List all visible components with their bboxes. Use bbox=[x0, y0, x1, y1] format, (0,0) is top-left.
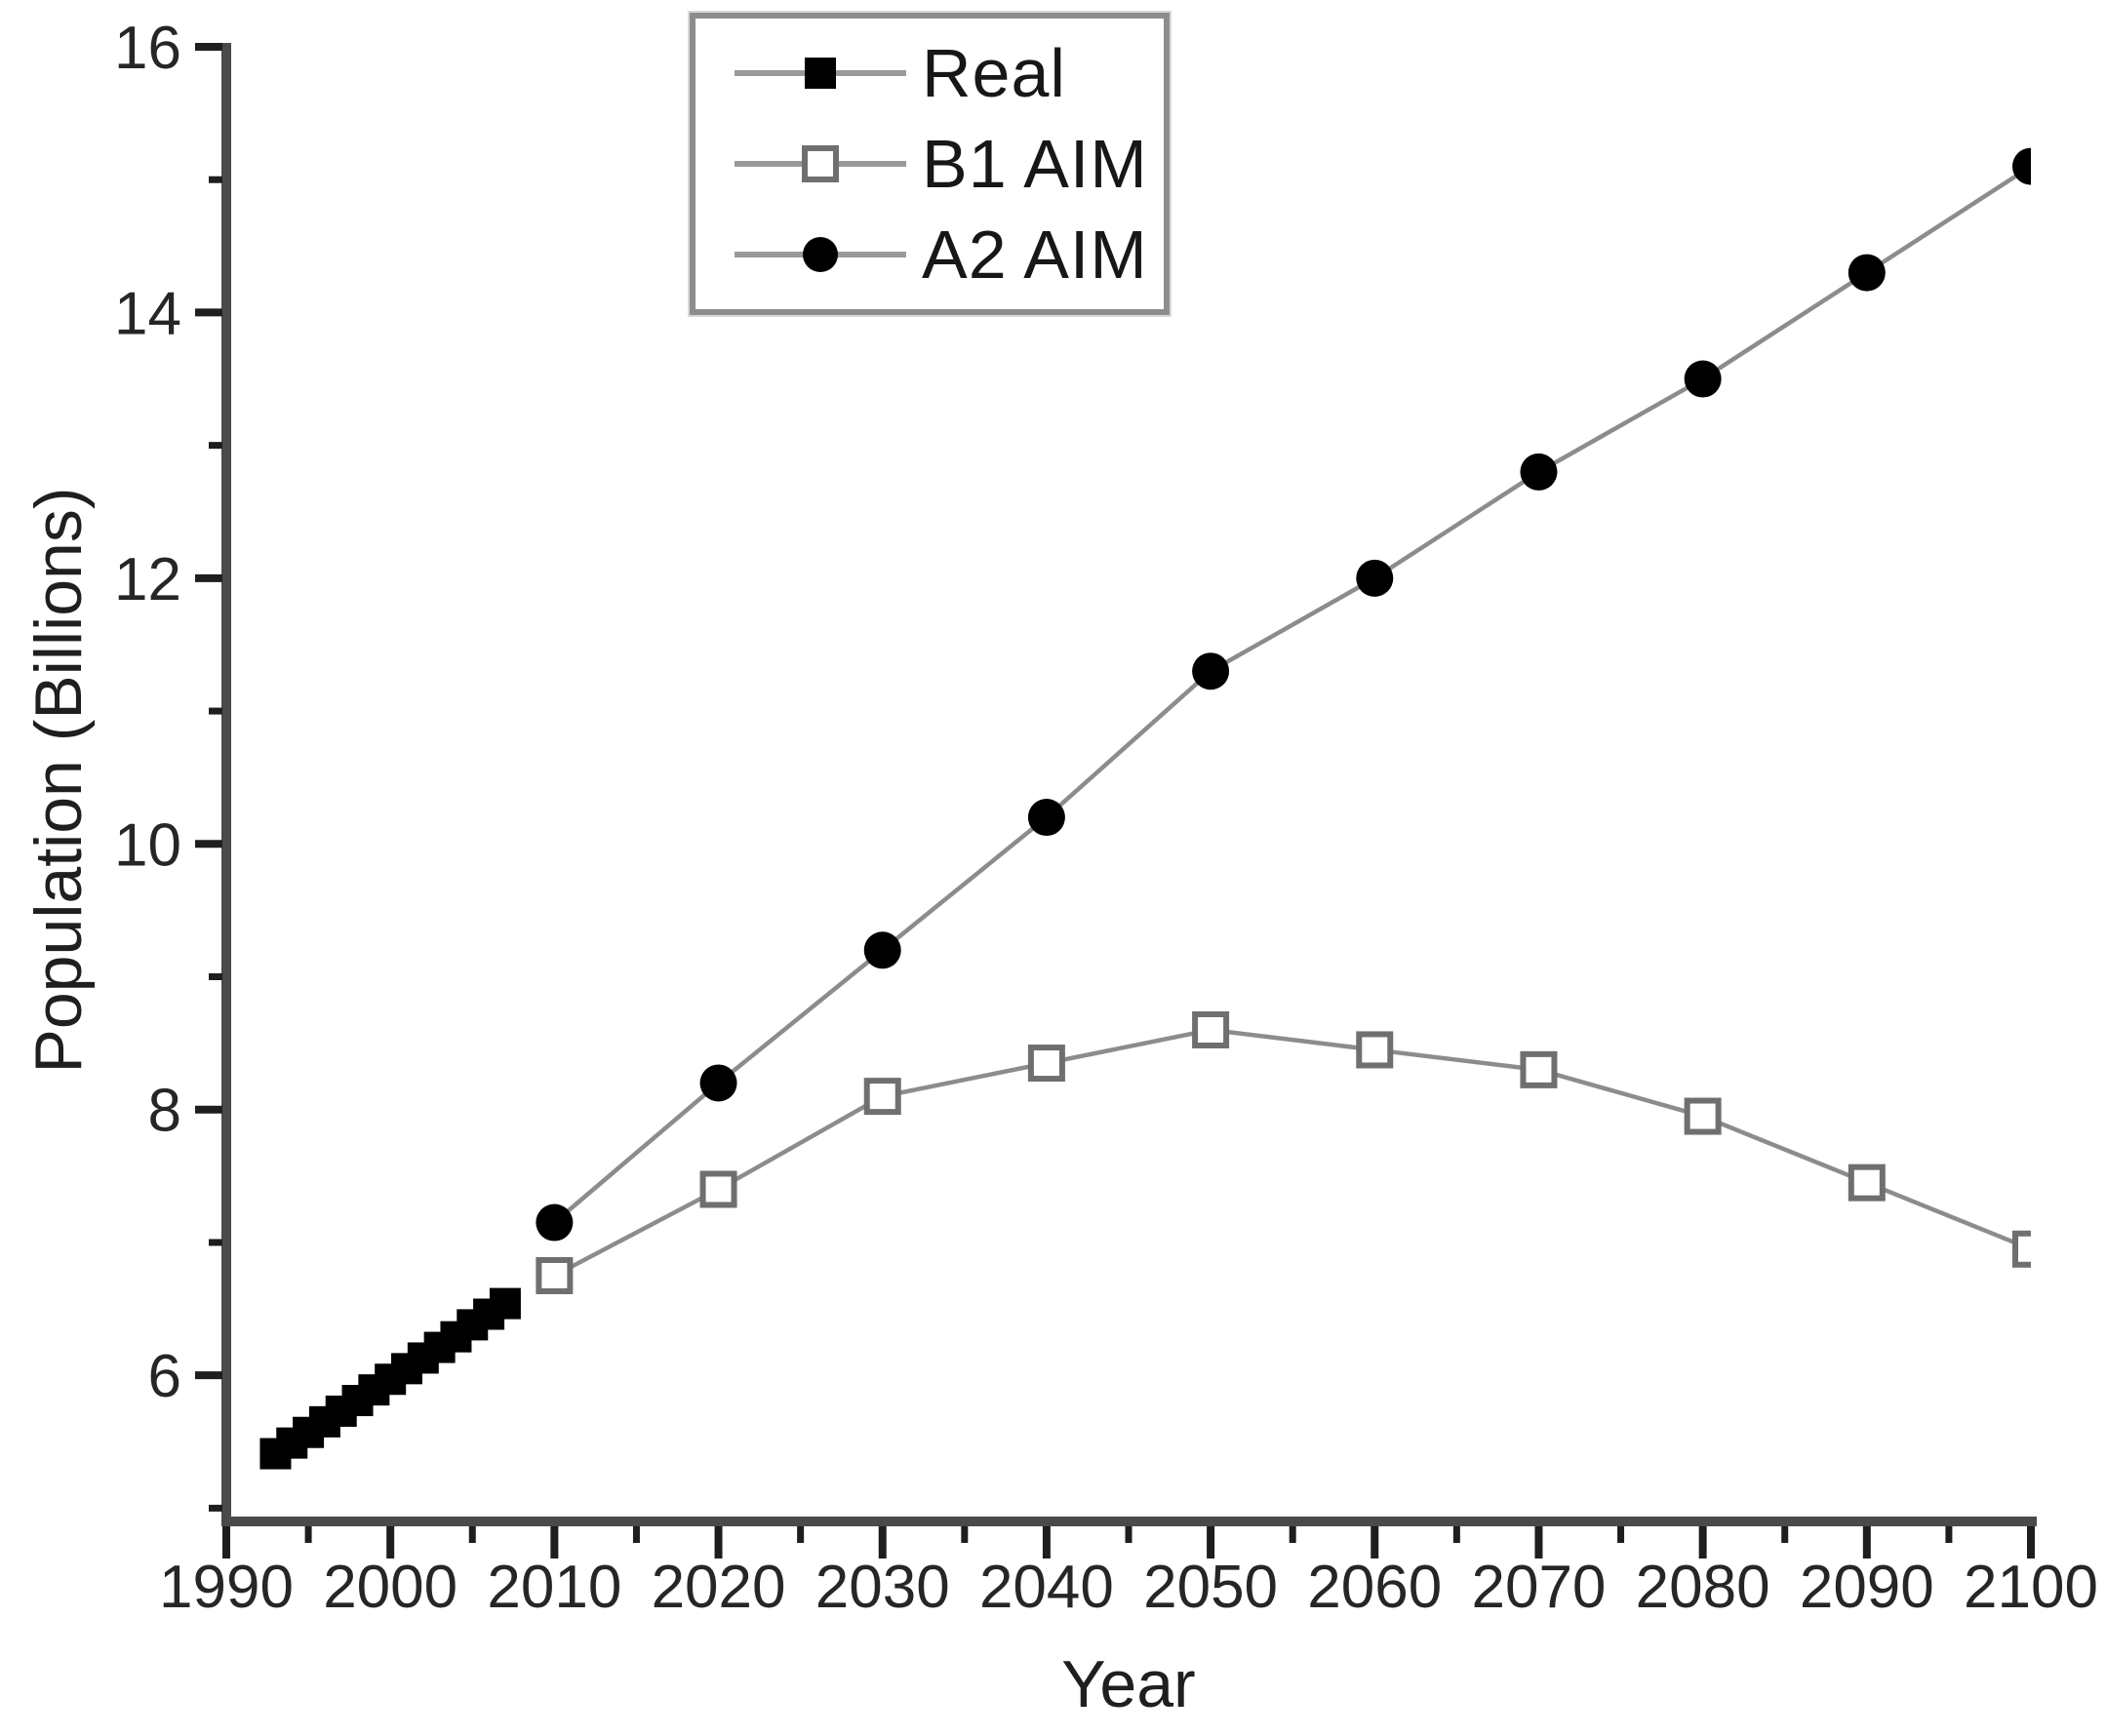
x-tick-label: 1990 bbox=[159, 1554, 294, 1621]
legend-label-b1-aim: B1 AIM bbox=[922, 125, 1148, 202]
legend-item-a2-aim: A2 AIM bbox=[695, 216, 1164, 294]
x-tick-label: 2060 bbox=[1307, 1554, 1442, 1621]
open-square-icon bbox=[735, 144, 906, 182]
x-tick-label: 2080 bbox=[1636, 1554, 1770, 1621]
y-tick-label: 14 bbox=[114, 280, 181, 347]
series-b1-aim-line bbox=[553, 1027, 2031, 1278]
series-b1-aim-point bbox=[1356, 1031, 1394, 1069]
series-real-point bbox=[489, 1287, 521, 1320]
y-tick-label: 8 bbox=[148, 1078, 181, 1145]
x-tick-label: 2070 bbox=[1471, 1554, 1606, 1621]
series-a2-aim-point bbox=[1356, 559, 1394, 597]
x-tick-label: 2000 bbox=[323, 1554, 457, 1621]
legend-item-real: Real bbox=[695, 34, 1164, 112]
series-a2-aim-point bbox=[1848, 254, 1886, 292]
legend-label-a2-aim: A2 AIM bbox=[922, 216, 1148, 293]
x-tick-label: 2020 bbox=[652, 1554, 786, 1621]
series-b1-aim-point bbox=[1192, 1011, 1230, 1048]
legend-label-real: Real bbox=[922, 35, 1066, 112]
series-a2-aim-point bbox=[699, 1064, 737, 1102]
x-tick-label: 2040 bbox=[979, 1554, 1114, 1621]
series-a2-aim-point bbox=[2012, 147, 2031, 185]
x-tick-label: 2100 bbox=[1964, 1554, 2098, 1621]
filled-square-icon bbox=[735, 58, 906, 90]
x-tick-label: 2090 bbox=[1800, 1554, 1934, 1621]
x-tick-label: 2030 bbox=[815, 1554, 950, 1621]
y-axis-title: Population (Billions) bbox=[21, 487, 96, 1074]
y-tick-label: 16 bbox=[114, 15, 181, 82]
legend-box: Real B1 AIM A2 AIM bbox=[690, 13, 1170, 315]
series-a2-aim-point bbox=[863, 931, 901, 969]
filled-circle-icon bbox=[735, 236, 906, 272]
series-b1-aim-point bbox=[863, 1078, 901, 1116]
legend-item-b1-aim: B1 AIM bbox=[695, 125, 1164, 203]
series-b1-aim-point bbox=[1848, 1164, 1886, 1202]
y-tick-label: 6 bbox=[148, 1343, 181, 1410]
series-a2-aim-point bbox=[1192, 652, 1230, 690]
series-b1-aim-point bbox=[536, 1257, 574, 1294]
series-b1-aim-point bbox=[699, 1170, 737, 1208]
series-b1-aim-point bbox=[1520, 1050, 1558, 1088]
y-tick-label: 12 bbox=[114, 546, 181, 613]
series-a2-aim-point bbox=[1684, 360, 1722, 398]
series-b1-aim-point bbox=[1027, 1045, 1065, 1083]
series-b1-aim-point bbox=[2012, 1230, 2031, 1268]
series-a2-aim-point bbox=[1520, 453, 1558, 491]
x-axis-title: Year bbox=[1061, 1647, 1196, 1721]
x-tick-label: 2050 bbox=[1143, 1554, 1278, 1621]
series-a2-aim-point bbox=[536, 1203, 574, 1242]
plot-area bbox=[259, 147, 2031, 1470]
series-a2-aim-point bbox=[1027, 799, 1065, 837]
x-tick-label: 2010 bbox=[487, 1554, 621, 1621]
series-a2-aim-line bbox=[552, 164, 2031, 1225]
y-tick-label: 10 bbox=[114, 811, 181, 879]
series-b1-aim-point bbox=[1684, 1097, 1722, 1135]
